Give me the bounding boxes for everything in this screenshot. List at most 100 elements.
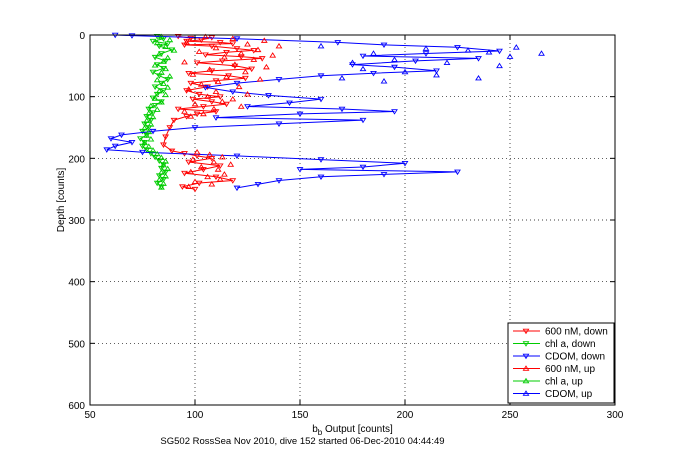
data-point xyxy=(233,36,241,42)
data-point xyxy=(218,98,226,104)
data-point xyxy=(166,125,174,131)
legend-marker xyxy=(522,377,530,384)
data-point xyxy=(153,76,161,83)
series-5 xyxy=(317,42,545,84)
data-point xyxy=(258,56,266,62)
y-tick-label: 200 xyxy=(68,154,85,165)
data-point xyxy=(233,153,241,160)
data-point xyxy=(370,50,377,56)
data-point xyxy=(248,66,256,73)
data-point xyxy=(204,173,212,180)
data-point xyxy=(149,113,157,120)
legend-label: CDOM, up xyxy=(545,389,593,400)
data-point xyxy=(212,115,220,121)
data-point xyxy=(233,80,241,87)
data-point xyxy=(145,128,153,135)
data-point xyxy=(254,46,262,53)
data-point xyxy=(233,46,241,52)
data-point xyxy=(208,43,216,50)
y-tick-label: 400 xyxy=(68,278,85,289)
x-axis-label: bb Output [counts] xyxy=(312,424,393,437)
data-point xyxy=(212,44,220,51)
data-point xyxy=(256,76,264,82)
data-point xyxy=(160,161,167,168)
data-point xyxy=(244,41,251,47)
legend-item: chl a, up xyxy=(513,377,583,388)
data-point xyxy=(214,166,222,172)
data-point xyxy=(149,38,157,45)
data-point xyxy=(206,151,214,157)
data-point xyxy=(233,185,241,192)
data-point xyxy=(275,77,283,83)
data-point xyxy=(162,158,170,164)
data-point xyxy=(464,47,472,53)
data-point xyxy=(250,56,258,62)
y-tick-label: 300 xyxy=(68,216,85,227)
data-point xyxy=(380,172,388,178)
y-tick-label: 600 xyxy=(68,401,85,412)
data-point xyxy=(111,143,119,150)
x-tick-label: 50 xyxy=(84,410,96,421)
data-point xyxy=(149,128,157,135)
data-point xyxy=(260,37,268,43)
data-point xyxy=(193,111,201,118)
data-point xyxy=(183,114,191,120)
data-point xyxy=(244,91,251,97)
data-point xyxy=(317,73,325,79)
data-point xyxy=(359,53,367,60)
data-point xyxy=(189,96,197,103)
figure-caption: SG502 RossSea Nov 2010, dive 152 started… xyxy=(160,436,444,447)
data-point xyxy=(197,81,205,87)
data-point xyxy=(380,42,388,49)
legend-label: chl a, up xyxy=(545,377,583,388)
data-point xyxy=(139,149,146,156)
data-point xyxy=(212,174,220,181)
data-point xyxy=(151,95,159,101)
data-point xyxy=(157,184,165,190)
data-point xyxy=(485,49,493,55)
data-point xyxy=(454,169,461,176)
series-0 xyxy=(160,33,266,193)
data-point xyxy=(229,178,237,184)
data-point xyxy=(317,42,325,49)
data-point xyxy=(237,50,245,56)
data-point xyxy=(269,52,277,58)
data-point xyxy=(216,40,224,46)
data-point xyxy=(155,87,163,94)
data-point xyxy=(155,176,163,183)
data-point xyxy=(160,88,167,94)
data-point xyxy=(237,54,245,60)
x-axis-label-main: b xyxy=(312,424,318,435)
data-point xyxy=(229,41,237,47)
y-tick-label: 500 xyxy=(68,339,85,350)
legend-marker xyxy=(522,365,530,371)
data-point xyxy=(191,186,199,193)
data-point xyxy=(189,156,197,162)
series-2 xyxy=(103,32,503,192)
data-point xyxy=(334,40,342,46)
data-point xyxy=(195,48,203,54)
data-point xyxy=(155,50,163,57)
data-point xyxy=(475,56,482,62)
data-point xyxy=(422,45,430,51)
data-point xyxy=(214,78,222,85)
data-point xyxy=(220,171,228,177)
data-point xyxy=(275,42,283,49)
data-point xyxy=(170,47,178,53)
y-tick-label: 100 xyxy=(68,93,85,104)
data-point xyxy=(160,142,167,148)
data-point xyxy=(166,73,174,79)
legend-marker xyxy=(522,390,530,396)
data-point xyxy=(136,136,144,142)
data-point xyxy=(149,69,157,76)
data-point xyxy=(107,136,115,142)
data-point xyxy=(202,52,209,58)
legend-label: 600 nM, up xyxy=(545,364,595,375)
data-point xyxy=(296,167,304,173)
data-point xyxy=(391,64,398,71)
data-point xyxy=(147,102,155,109)
data-point xyxy=(157,154,165,160)
data-point xyxy=(223,101,230,108)
data-point xyxy=(422,51,430,57)
